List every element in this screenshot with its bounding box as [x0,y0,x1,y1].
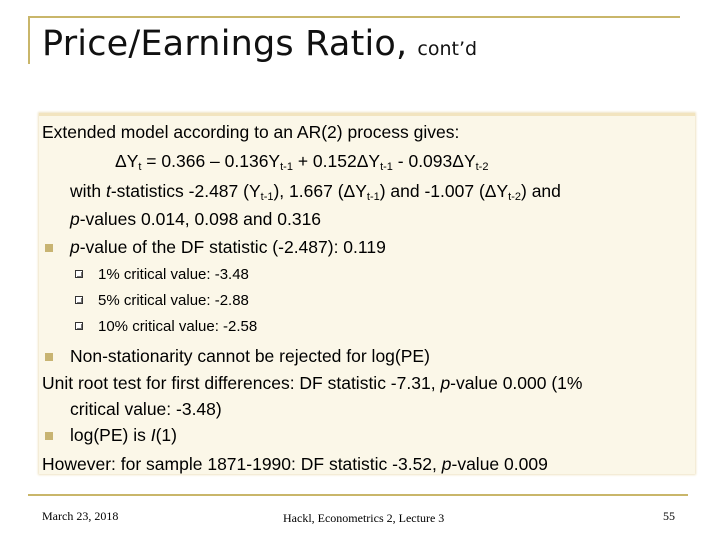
footer-rule [28,494,688,496]
integration-i: I [150,425,156,445]
title-frame-top-rule [28,16,680,18]
eq-term-2: + 0.152ΔY [292,151,381,171]
however-p: p [441,454,452,474]
pvalues-p: p [70,209,80,229]
page-number: 55 [663,509,675,523]
slide-title: Price/Earnings Ratio, cont’d [42,24,477,64]
df-pvalue-p: p [70,237,80,257]
eq-lhs-sub: t [138,161,142,173]
however-part-1: However: for sample 1871-1990: DF statis… [42,454,442,474]
tstats-with: with [70,181,106,201]
unit-root-line: Unit root test for first differences: DF… [42,373,582,393]
bullet-icon [45,432,53,440]
eq-sub-2: t-1 [380,161,393,173]
ar2-equation: ΔYt = 0.366 – 0.136Yt-1 + 0.152ΔYt-1 - 0… [115,151,489,173]
checkbox-bullet-icon [75,270,83,278]
eq-term-1: = 0.366 – 0.136Y [141,151,281,171]
p-values-line: p-values 0.014, 0.098 and 0.316 [70,209,321,229]
content-box [39,113,695,474]
bullet-icon [45,353,53,361]
eq-sub-1: t-1 [280,161,293,173]
tstats-part-2: ), 1.667 (ΔY [273,181,367,201]
integration-line: log(PE) is I(1) [70,425,177,445]
critical-value-1: 1% critical value: -3.48 [98,266,249,283]
eq-term-3: - 0.093ΔY [392,151,476,171]
eq-sub-3: t-2 [475,161,489,173]
nonstationarity-line: Non-stationarity cannot be rejected for … [70,346,430,366]
however-part-2: -value 0.009 [451,454,548,474]
tstats-sub-3: t-2 [508,191,521,203]
unit-root-p: p [440,373,451,393]
checkbox-bullet-icon [75,296,83,304]
checkbox-bullet-icon [75,322,83,330]
df-pvalue-line: p-value of the DF statistic (-2.487): 0.… [70,237,386,257]
unit-root-continuation: critical value: -3.48) [70,399,222,419]
t-statistics-line: with t-statistics -2.487 (Yt-1), 1.667 (… [70,181,561,203]
slide-title-main: Price/Earnings Ratio, [42,24,408,64]
eq-lhs: ΔY [115,151,139,171]
tstats-sub-2: t-1 [366,191,380,203]
tstats-part-1: -statistics -2.487 (Y [110,181,261,201]
unit-root-part-1: Unit root test for first differences: DF… [42,373,441,393]
tstats-part-3: ) and -1.007 (ΔY [379,181,509,201]
footer-lecture: Hackl, Econometrics 2, Lecture 3 [283,511,445,525]
slide-title-sub: cont’d [417,38,478,60]
title-frame-left-rule [28,16,30,64]
intro-line: Extended model according to an AR(2) pro… [42,122,460,142]
tstats-part-4: ) and [521,181,561,201]
bullet-icon [45,244,53,252]
unit-root-part-2: -value 0.000 (1% [450,373,583,393]
footer-date: March 23, 2018 [42,509,119,523]
integration-part-2: (1) [155,425,177,445]
critical-value-3: 10% critical value: -2.58 [98,318,258,335]
pvalues-text: -values 0.014, 0.098 and 0.316 [79,209,322,229]
tstats-sub-1: t-1 [260,191,274,203]
critical-value-2: 5% critical value: -2.88 [98,292,249,309]
integration-part-1: log(PE) is [70,425,151,445]
df-pvalue-text: -value of the DF statistic (-2.487): 0.1… [79,237,386,257]
tstats-t: t [105,181,111,201]
however-line: However: for sample 1871-1990: DF statis… [42,454,548,474]
